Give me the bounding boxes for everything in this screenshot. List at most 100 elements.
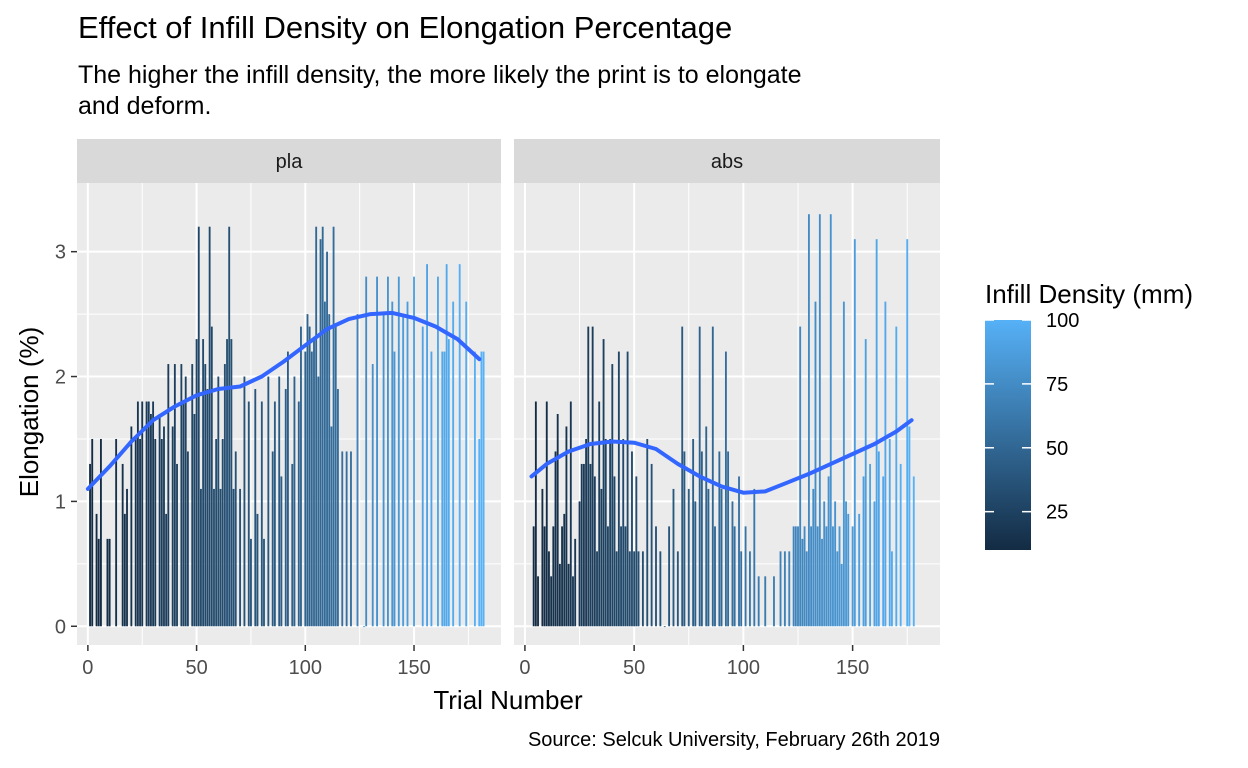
x-tick-label: 50	[623, 657, 645, 679]
bar	[655, 526, 657, 627]
bar	[714, 526, 716, 627]
bar	[692, 438, 695, 627]
bar	[707, 488, 710, 627]
bar	[783, 551, 786, 627]
x-tick-label: 50	[185, 657, 207, 679]
bar	[548, 551, 550, 627]
bar	[176, 463, 178, 627]
bar	[91, 438, 94, 627]
color-legend: Infill Density (mm) 25 50 75 100	[985, 279, 1193, 550]
bar	[191, 364, 194, 627]
bar	[426, 264, 428, 627]
bar	[838, 526, 841, 627]
bar	[452, 301, 455, 627]
bar	[260, 401, 263, 627]
bar	[213, 488, 215, 627]
bar	[152, 401, 155, 627]
bar	[816, 526, 819, 627]
bar	[851, 526, 854, 627]
bar	[569, 401, 572, 627]
bar	[165, 513, 168, 627]
bar	[545, 401, 548, 627]
bar	[832, 526, 834, 627]
bar	[319, 239, 322, 627]
bar	[263, 538, 265, 627]
bar	[208, 226, 211, 627]
bar	[328, 314, 331, 627]
bar	[182, 401, 185, 627]
x-tick-label: 0	[82, 657, 93, 679]
bar	[478, 438, 481, 627]
bar	[387, 276, 389, 627]
bar	[150, 414, 152, 627]
facet-panel-pla: pla 0 50 100 150 0 1 2 3	[55, 139, 501, 679]
bar	[596, 551, 598, 627]
bar	[99, 438, 102, 627]
legend-tick-label: 100	[1046, 310, 1079, 332]
bar	[797, 526, 799, 627]
bar	[134, 438, 137, 627]
bar	[899, 463, 902, 627]
facet-strip	[514, 139, 940, 183]
bar	[256, 513, 259, 627]
bar	[123, 513, 126, 627]
bar	[622, 438, 625, 627]
bar	[585, 438, 588, 627]
bar	[593, 476, 596, 627]
bar	[321, 226, 324, 627]
bar	[306, 314, 309, 627]
bar	[705, 426, 708, 627]
bar	[243, 376, 246, 627]
bar	[371, 364, 374, 627]
bar	[635, 476, 638, 627]
bar	[888, 438, 891, 627]
bar	[801, 538, 804, 627]
bar	[447, 339, 450, 627]
bar	[95, 513, 98, 627]
bar	[232, 488, 235, 627]
legend-colorbar	[985, 320, 1031, 550]
bar	[637, 551, 640, 627]
bar	[550, 576, 553, 627]
bar	[803, 526, 806, 627]
bar	[598, 401, 601, 627]
y-tick-label: 1	[55, 491, 66, 513]
bar	[628, 551, 631, 627]
bar	[731, 501, 734, 627]
bar	[877, 451, 880, 627]
bar	[332, 226, 335, 627]
bar	[204, 364, 207, 627]
bar	[304, 351, 307, 627]
x-tick-label: 0	[519, 657, 530, 679]
bar	[141, 401, 144, 627]
bar	[541, 488, 544, 627]
bar	[286, 351, 289, 627]
bar	[271, 451, 274, 627]
bar	[402, 314, 405, 627]
bar	[365, 276, 368, 627]
bar	[556, 414, 559, 627]
bar	[180, 364, 183, 627]
bar	[687, 488, 690, 627]
bar	[884, 301, 887, 627]
bar	[473, 351, 476, 627]
bar	[97, 538, 100, 627]
bar	[334, 326, 337, 627]
bar	[827, 476, 830, 627]
bar	[532, 526, 535, 627]
bar	[700, 451, 703, 627]
bar	[574, 538, 577, 627]
bar	[788, 551, 791, 627]
bar	[875, 239, 878, 627]
x-axis-title: Trial Number	[433, 685, 583, 715]
bar	[323, 301, 326, 627]
bar	[350, 451, 352, 627]
bar	[821, 538, 823, 627]
bar	[254, 389, 257, 627]
bar	[620, 526, 622, 627]
y-tick-label: 2	[55, 367, 66, 389]
bar	[840, 563, 843, 627]
bar	[853, 239, 856, 627]
bar	[617, 351, 620, 627]
